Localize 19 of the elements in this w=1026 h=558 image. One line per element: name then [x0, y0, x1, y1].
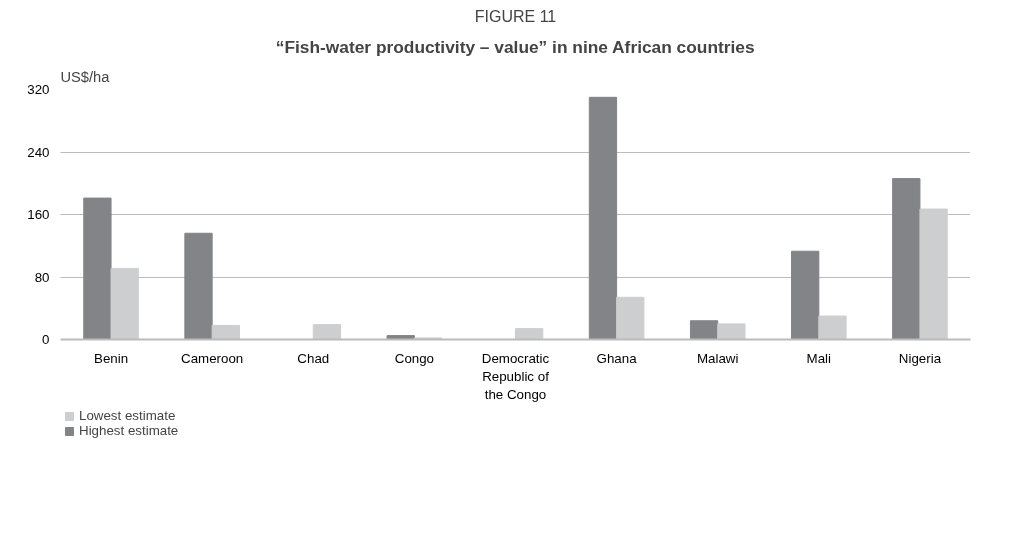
x-tick-label: Democratic Republic of the Congo [481, 350, 550, 402]
x-tick-label: Congo [394, 350, 435, 366]
x-tick-label: Nigeria [898, 350, 942, 366]
x-tick-label: Cameroon [181, 350, 244, 366]
y-tick-label: 320 [27, 82, 50, 97]
legend-label: Highest estimate [79, 423, 179, 438]
x-tick-label: Chad [297, 350, 330, 366]
y-tick-label: 80 [34, 269, 50, 285]
y-tick-label: 240 [27, 144, 50, 160]
x-tick-label: Benin [94, 350, 129, 366]
x-tick-label: Mali [806, 350, 832, 366]
x-tick-label: Ghana [596, 350, 638, 366]
chart-subtitle: “Fish-water productivity – value” in nine African countries [275, 36, 755, 57]
chart-title: FIGURE 11 [474, 7, 557, 25]
x-tick-label: Malawi [696, 350, 739, 366]
legend-label: Lowest estimate [79, 408, 176, 423]
y-tick-label: 0 [42, 332, 50, 347]
y-tick-label: 160 [27, 207, 50, 222]
y-axis-title: US$/ha [60, 68, 111, 85]
